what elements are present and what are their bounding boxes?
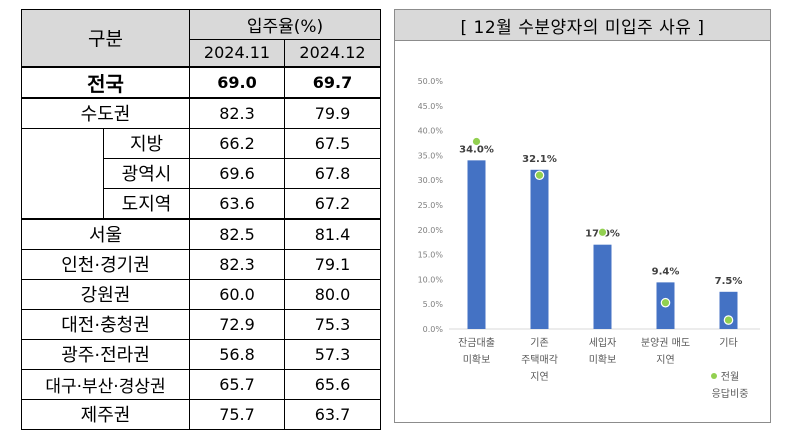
y-tick-label: 40.0% xyxy=(418,127,444,136)
category-label: 잔금대출 xyxy=(458,337,495,349)
category-label: 주택매각 xyxy=(521,354,558,366)
bar xyxy=(467,160,486,329)
header-col-2024-11: 2024.11 xyxy=(189,39,285,67)
category-label: 분양권 매도 xyxy=(641,337,690,349)
row-value-2024-12: 79.1 xyxy=(284,248,381,280)
row-value-2024-12: 75.3 xyxy=(284,308,381,340)
table-row: 대전·충청권 72.9 75.3 xyxy=(21,308,381,340)
data-label: 34.0% xyxy=(459,144,494,155)
row-value-2024-12: 81.4 xyxy=(284,218,381,250)
row-value-2024-11: 60.0 xyxy=(189,278,285,310)
row-value-2024-11: 69.0 xyxy=(189,65,285,99)
non-move-in-reason-chart: 0.0% 5.0% 10.0% 15.0% 20.0% 25.0% 30.0% 35.0% 40… xyxy=(418,77,760,400)
row-label: 강원권 xyxy=(21,278,190,310)
table-row: 강원권 60.0 80.0 xyxy=(21,278,381,310)
occupancy-rate-table: 구분 입주율(%) 2024.11 2024.12 전국 69.0 69.7 수… xyxy=(21,9,381,430)
y-tick-label: 25.0% xyxy=(418,201,444,210)
row-value-2024-12: 63.7 xyxy=(284,398,381,430)
row-value-2024-11: 82.5 xyxy=(189,218,285,250)
row-label: 대전·충청권 xyxy=(21,308,190,340)
category-label: 미확보 xyxy=(589,354,617,366)
row-label: 제주권 xyxy=(21,398,190,430)
row-value-2024-12: 67.8 xyxy=(284,157,381,189)
row-label: 수도권 xyxy=(21,97,190,129)
prev-month-point xyxy=(660,297,671,308)
row-value-2024-11: 75.7 xyxy=(189,398,285,430)
header-col-2024-12: 2024.12 xyxy=(284,39,381,67)
chart-title: [ 12월 수분양자의 미입주 사유 ] xyxy=(395,10,770,41)
y-tick-label: 45.0% xyxy=(418,102,444,111)
legend-label: 응답비중 xyxy=(712,388,749,400)
table-row: 광주·전라권 56.8 57.3 xyxy=(21,338,381,370)
row-label: 전국 xyxy=(21,65,190,99)
prev-month-point xyxy=(723,315,734,325)
y-tick-label: 5.0% xyxy=(423,300,444,309)
table-row: 도지역 63.6 67.2 xyxy=(22,187,381,220)
category-label: 지연 xyxy=(530,371,548,383)
row-value-2024-11: 72.9 xyxy=(189,308,285,340)
row-label: 광주·전라권 xyxy=(21,338,190,370)
row-value-2024-12: 69.7 xyxy=(284,65,381,99)
category-label: 지연 xyxy=(656,354,674,366)
row-label: 지방 xyxy=(103,127,190,159)
category-label: 미확보 xyxy=(463,354,491,366)
y-tick-label: 20.0% xyxy=(418,226,444,235)
row-value-2024-11: 56.8 xyxy=(189,338,285,370)
y-tick-label: 10.0% xyxy=(418,275,444,284)
y-tick-label: 0.0% xyxy=(423,325,444,334)
row-value-2024-12: 65.6 xyxy=(284,368,381,400)
prev-month-point xyxy=(471,136,482,147)
row-value-2024-11: 63.6 xyxy=(189,187,285,220)
bar xyxy=(530,169,549,329)
category-label: 기존 xyxy=(530,337,548,349)
category-label: 기타 xyxy=(719,337,737,349)
table-row: 광역시 69.6 67.8 xyxy=(22,157,381,189)
data-label: 9.4% xyxy=(652,266,680,277)
prev-month-point xyxy=(597,227,608,238)
region-spacer xyxy=(21,127,104,220)
row-label: 서울 xyxy=(21,218,190,250)
row-value-2024-11: 82.3 xyxy=(189,248,285,280)
data-label: 32.1% xyxy=(522,154,557,165)
y-tick-label: 15.0% xyxy=(418,251,444,260)
header-rate: 입주율(%) xyxy=(189,9,381,40)
row-value-2024-11: 69.6 xyxy=(189,157,285,189)
prev-month-point xyxy=(534,170,545,181)
category-label: 세입자 xyxy=(589,336,617,349)
y-tick-label: 30.0% xyxy=(418,176,444,185)
row-value-2024-11: 82.3 xyxy=(189,97,285,129)
row-value-2024-11: 66.2 xyxy=(189,127,285,159)
bar xyxy=(593,244,612,329)
row-value-2024-12: 67.5 xyxy=(284,127,381,159)
table-row: 인천·경기권 82.3 79.1 xyxy=(21,248,381,280)
row-value-2024-12: 79.9 xyxy=(284,97,381,129)
y-tick-label: 35.0% xyxy=(418,151,444,160)
table-row: 대구·부산·경상권 65.7 65.6 xyxy=(21,368,381,400)
table-row: 전국 69.0 69.7 xyxy=(21,65,381,99)
table-row: 서울 82.5 81.4 xyxy=(21,218,381,250)
legend-label: 전월 xyxy=(721,371,739,383)
row-value-2024-12: 80.0 xyxy=(284,278,381,310)
row-label: 광역시 xyxy=(103,157,190,189)
table-row: 제주권 75.7 63.7 xyxy=(21,398,381,430)
table-row: 지방 66.2 67.5 xyxy=(21,127,381,220)
table-row: 수도권 82.3 79.9 xyxy=(21,97,381,129)
chart-panel: [ 12월 수분양자의 미입주 사유 ] 0.0% 5.0% 10.0% 15.0% 2… xyxy=(394,9,771,423)
row-value-2024-12: 57.3 xyxy=(284,338,381,370)
row-value-2024-12: 67.2 xyxy=(284,187,381,220)
row-label: 대구·부산·경상권 xyxy=(21,368,190,400)
header-group: 구분 xyxy=(21,9,190,67)
y-tick-label: 50.0% xyxy=(418,77,444,86)
row-label: 인천·경기권 xyxy=(21,248,190,280)
row-value-2024-11: 65.7 xyxy=(189,368,285,400)
legend-marker xyxy=(711,373,717,379)
row-label: 도지역 xyxy=(103,187,190,220)
data-label: 7.5% xyxy=(715,276,743,287)
